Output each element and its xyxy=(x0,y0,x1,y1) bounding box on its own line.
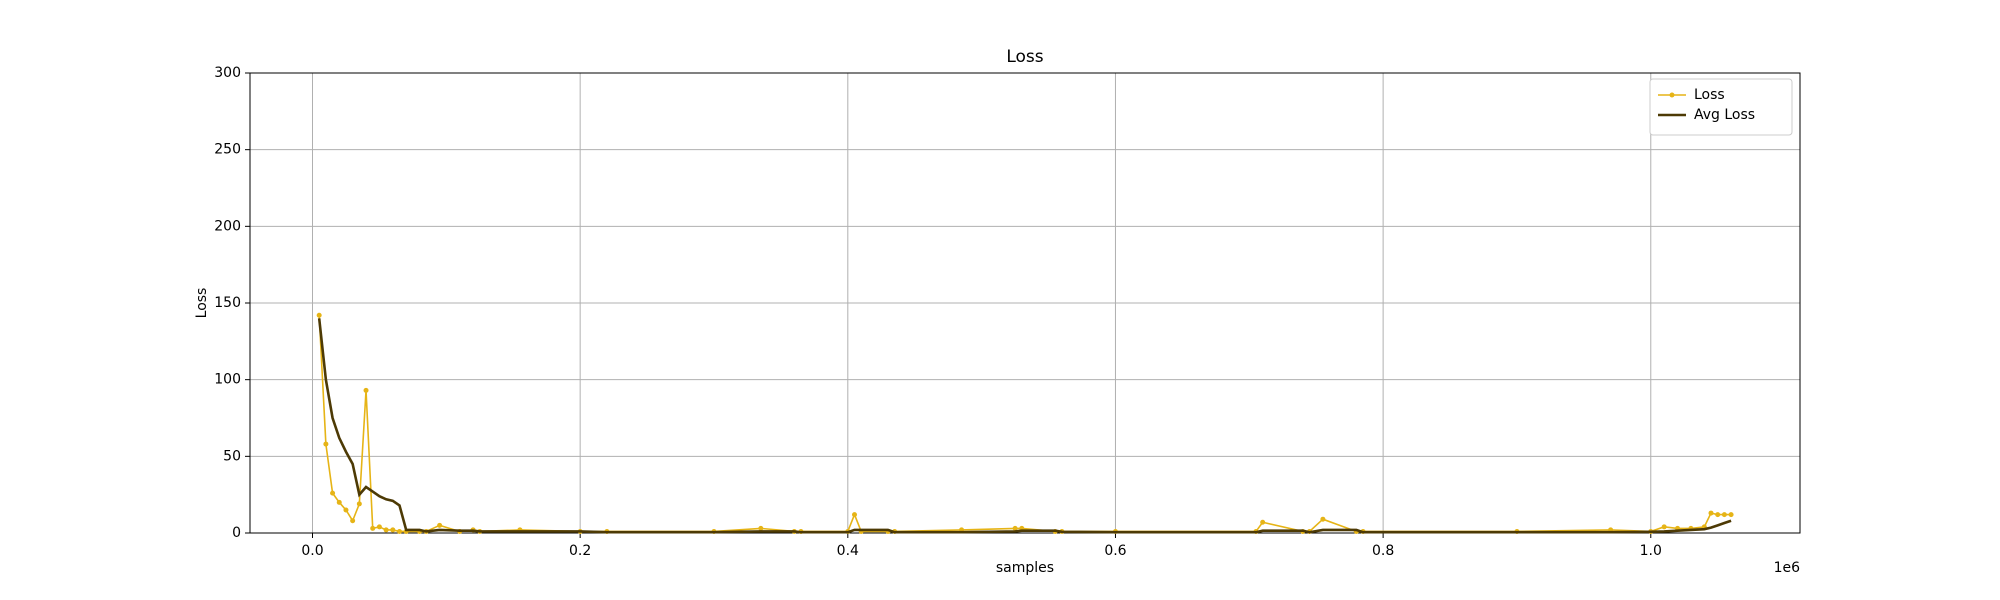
legend-box xyxy=(1649,78,1793,136)
series-line xyxy=(318,315,1732,533)
point xyxy=(343,507,349,513)
chart-title: Loss xyxy=(1006,47,1043,67)
x-axis-label: samples xyxy=(996,560,1054,576)
point xyxy=(350,518,356,524)
point xyxy=(383,527,389,533)
x-tick-label: 1.0 xyxy=(1640,543,1662,559)
legend-label: Avg Loss xyxy=(1694,107,1755,123)
y-tick-label: 50 xyxy=(223,448,241,464)
point xyxy=(396,528,402,534)
point xyxy=(356,501,362,507)
point xyxy=(1721,512,1727,518)
point xyxy=(437,522,443,528)
y-tick-label: 300 xyxy=(214,65,241,81)
x-offset-label: 1e6 xyxy=(1774,560,1801,576)
x-tick-label: 0.6 xyxy=(1104,543,1126,559)
point xyxy=(316,312,322,318)
point xyxy=(1661,524,1667,530)
point xyxy=(1012,525,1018,531)
point xyxy=(390,527,396,533)
y-tick-label: 0 xyxy=(232,525,241,541)
point xyxy=(376,524,382,530)
point xyxy=(1320,516,1326,522)
x-tick-label: 0.4 xyxy=(837,543,859,559)
y-tick-label: 200 xyxy=(214,218,241,234)
y-tick-label: 150 xyxy=(214,295,241,311)
y-tick-label: 250 xyxy=(214,142,241,158)
series-line xyxy=(317,318,1732,534)
legend-label: Loss xyxy=(1694,87,1725,103)
point xyxy=(1715,512,1721,518)
point xyxy=(370,525,376,531)
point xyxy=(1260,519,1266,525)
point xyxy=(323,441,329,447)
point xyxy=(1708,510,1714,516)
legend-marker xyxy=(1669,92,1675,98)
y-axis-label: Loss xyxy=(194,288,210,319)
y-tick-label: 100 xyxy=(214,372,241,388)
x-tick-label: 0.2 xyxy=(569,543,591,559)
point xyxy=(330,490,336,496)
plot-frame xyxy=(249,72,1801,534)
point xyxy=(758,525,764,531)
point xyxy=(336,499,342,505)
point xyxy=(363,387,369,393)
x-tick-label: 0.0 xyxy=(301,543,323,559)
x-tick-label: 0.8 xyxy=(1372,543,1394,559)
point xyxy=(1728,512,1734,518)
point xyxy=(852,512,858,518)
